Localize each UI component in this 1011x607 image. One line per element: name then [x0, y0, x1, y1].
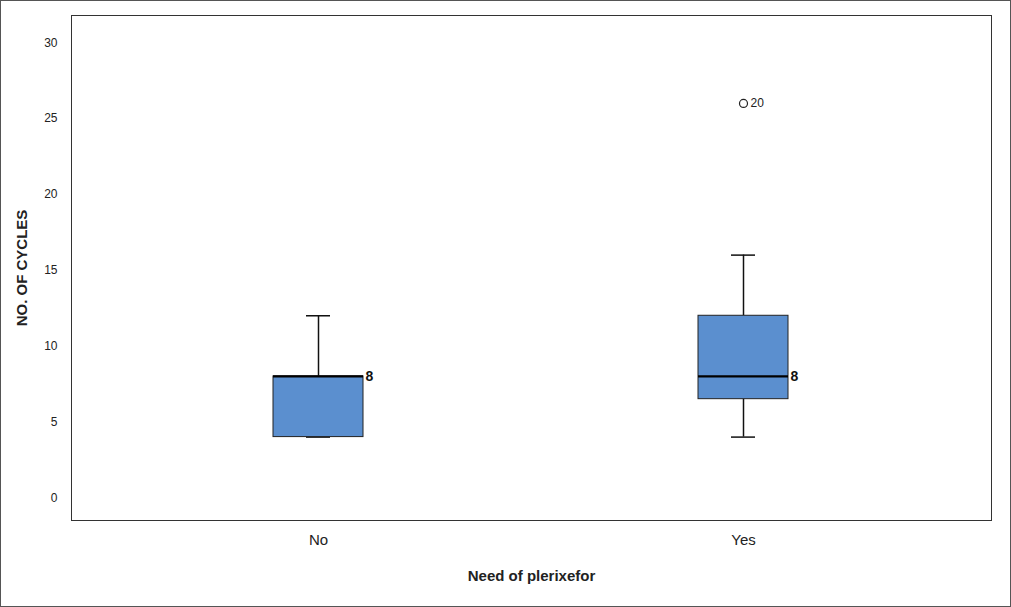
svg-text:15: 15	[44, 263, 58, 277]
svg-text:Yes: Yes	[731, 531, 755, 548]
svg-text:20: 20	[44, 187, 58, 201]
svg-text:No: No	[309, 531, 328, 548]
svg-text:NO. OF CYCLES: NO. OF CYCLES	[13, 210, 30, 327]
svg-text:20: 20	[751, 96, 765, 110]
svg-text:Need of plerixefor: Need of plerixefor	[468, 567, 596, 584]
svg-text:8: 8	[791, 368, 799, 384]
svg-text:5: 5	[51, 415, 58, 429]
svg-text:0: 0	[51, 491, 58, 505]
svg-text:8: 8	[366, 368, 374, 384]
svg-text:30: 30	[44, 36, 58, 50]
svg-text:10: 10	[44, 339, 58, 353]
svg-text:25: 25	[44, 111, 58, 125]
